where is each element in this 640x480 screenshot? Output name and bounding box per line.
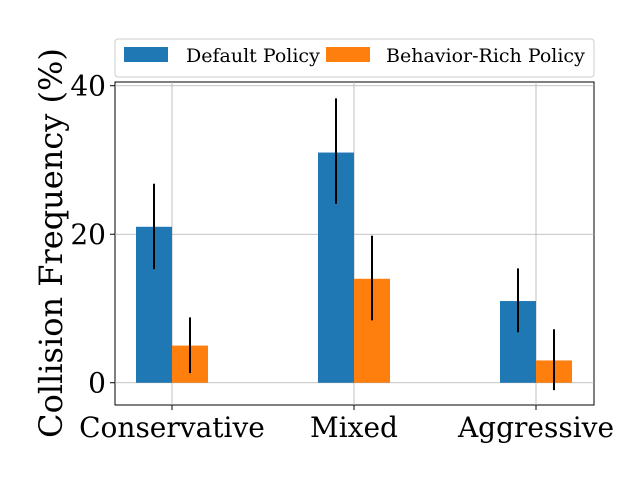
y-tick-label-20: 20 xyxy=(70,218,106,251)
y-tick-label-40: 40 xyxy=(70,70,106,103)
legend: Default Policy Behavior-Rich Policy xyxy=(114,38,595,78)
x-tick-label-mixed: Mixed xyxy=(310,411,398,444)
legend-swatch-default-policy xyxy=(124,47,168,62)
legend-swatch-behavior-rich-policy xyxy=(326,47,370,62)
y-tick-label-0: 0 xyxy=(88,367,106,400)
x-tick-label-conservative: Conservative xyxy=(79,411,265,444)
axis-ticks: 0 20 40 Conservative Mixed Aggressive xyxy=(70,70,614,444)
legend-label-default-policy: Default Policy xyxy=(186,45,320,67)
x-tick-label-aggressive: Aggressive xyxy=(457,411,614,444)
error-bars xyxy=(153,98,555,391)
y-axis-label: Collision Frequency (%) xyxy=(32,48,70,438)
legend-label-behavior-rich-policy: Behavior-Rich Policy xyxy=(386,45,585,67)
